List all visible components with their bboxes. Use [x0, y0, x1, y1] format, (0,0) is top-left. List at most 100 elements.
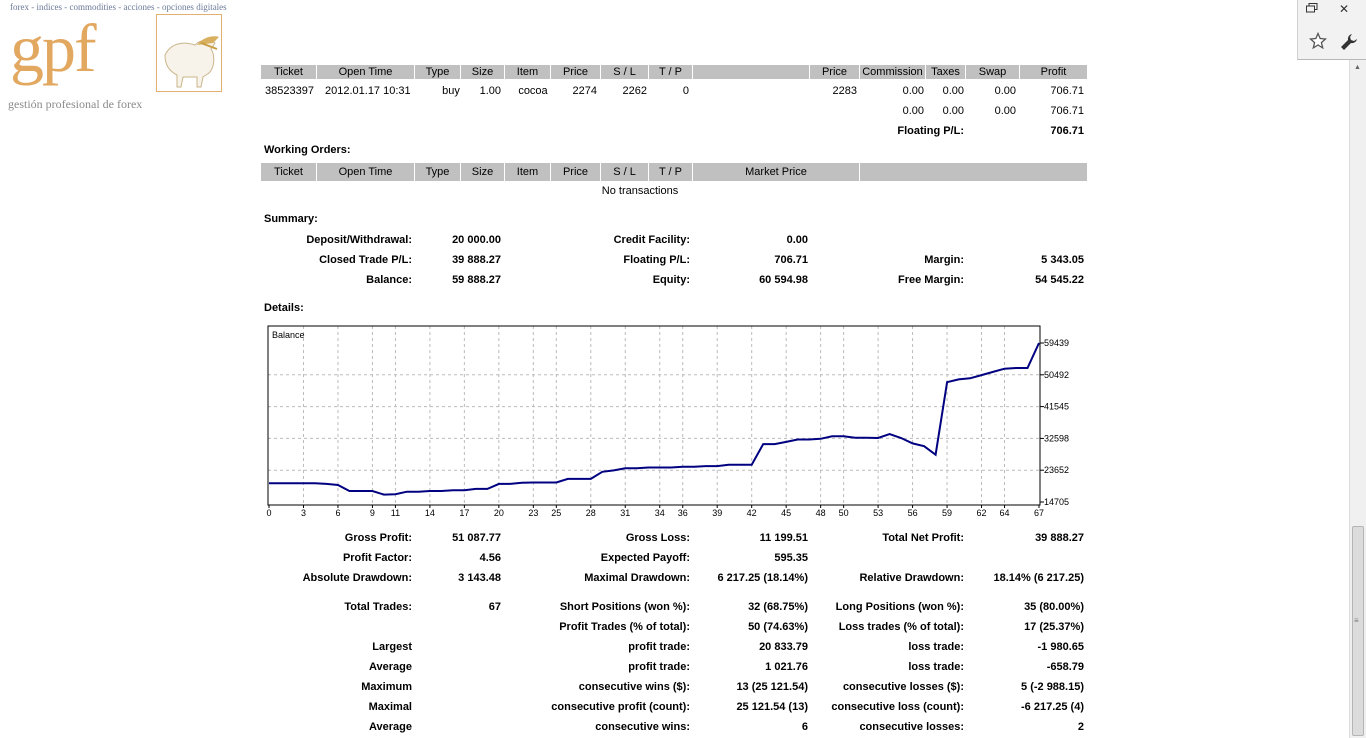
- consecutive-losses-label: consecutive losses ($):: [842, 681, 964, 693]
- profit-factor-value: 4.56: [479, 552, 501, 564]
- credit-label: Credit Facility:: [613, 234, 690, 246]
- logo-brand: gpf: [10, 10, 97, 86]
- chart-x-tick-label: 6: [335, 508, 340, 518]
- wo-col-tp: T / P: [649, 163, 693, 181]
- chart-x-tick-label: 3: [301, 508, 306, 518]
- consecutive-wins-value: 13 (25 121.54): [736, 681, 808, 693]
- col-blank: [693, 65, 810, 79]
- wo-col-item: Item: [505, 163, 551, 181]
- col-commission: Commission: [860, 65, 926, 79]
- chart-x-tick-label: 9: [370, 508, 375, 518]
- balance-series-line: [269, 342, 1040, 496]
- largest-loss-value: -1 980.65: [1037, 641, 1084, 653]
- equity-label: Equity:: [652, 274, 690, 286]
- maximum-label: Maximum: [361, 681, 412, 693]
- bookmark-star-icon[interactable]: [1308, 31, 1328, 55]
- col-taxes: Taxes: [926, 65, 966, 79]
- maximal-drawdown-label: Maximal Drawdown:: [584, 572, 690, 584]
- trade-profit: 706.71: [1050, 85, 1084, 97]
- col-type: Type: [415, 65, 461, 79]
- chart-x-tick-label: 39: [712, 508, 722, 518]
- maximal-label: Maximal: [368, 701, 412, 713]
- largest-label: Largest: [372, 641, 412, 653]
- close-window-button[interactable]: ✕: [1338, 2, 1350, 16]
- balance-label: Balance:: [366, 274, 412, 286]
- gross-profit-label: Gross Profit:: [344, 532, 412, 544]
- consecutive-loss-label: consecutive loss (count):: [831, 701, 964, 713]
- wo-col-type: Type: [415, 163, 461, 181]
- avg-consecutive-losses-label: consecutive losses:: [859, 721, 964, 733]
- long-positions-value: 35 (80.00%): [1024, 601, 1084, 613]
- absolute-drawdown-label: Absolute Drawdown:: [302, 572, 412, 584]
- chart-grid: [268, 326, 1040, 505]
- trade-type: buy: [442, 85, 460, 97]
- trade-swap: 0.00: [994, 85, 1016, 97]
- bull-logo-icon: [156, 14, 222, 92]
- balance-value: 59 888.27: [452, 274, 501, 286]
- chart-x-tick-label: 20: [494, 508, 504, 518]
- scroll-grip-icon: ≡: [1354, 616, 1359, 625]
- chart-y-tick-label: 32598: [1044, 433, 1069, 443]
- equity-value: 60 594.98: [759, 274, 808, 286]
- chart-x-tick-label: 50: [839, 508, 849, 518]
- total-net-profit-value: 39 888.27: [1035, 532, 1084, 544]
- wo-col-blank: [860, 163, 1087, 181]
- summary-title: Summary:: [264, 213, 318, 225]
- trade-price: 2274: [572, 85, 597, 97]
- avg-consecutive-losses-value: 2: [1077, 721, 1084, 733]
- summary-floating-label: Floating P/L:: [623, 254, 690, 266]
- scrollbar-thumb[interactable]: [1352, 526, 1364, 736]
- maximal-drawdown-value: 6 217.25 (18.14%): [717, 572, 808, 584]
- average-consecutive-label: Average: [368, 721, 412, 733]
- wo-col-open-time: Open Time: [317, 163, 415, 181]
- chart-x-tick-label: 17: [459, 508, 469, 518]
- profit-trades-label: Profit Trades (% of total):: [559, 621, 690, 633]
- largest-loss-label: loss trade:: [908, 641, 964, 653]
- consecutive-profit-label: consecutive profit (count):: [551, 701, 690, 713]
- chart-x-tick-label: 31: [620, 508, 630, 518]
- col-size: Size: [461, 65, 505, 79]
- deposit-label: Deposit/Withdrawal:: [306, 234, 412, 246]
- details-title: Details:: [264, 302, 304, 314]
- scroll-up-icon[interactable]: ▲: [1354, 64, 1361, 71]
- free-margin-value: 54 545.22: [1035, 274, 1084, 286]
- total-net-profit-label: Total Net Profit:: [882, 532, 964, 544]
- open-trades-header: Ticket Open Time Type Size Item Price S …: [261, 65, 1087, 79]
- chart-plot-frame: [267, 325, 1041, 506]
- summary-floating-value: 706.71: [774, 254, 808, 266]
- long-positions-label: Long Positions (won %):: [835, 601, 964, 613]
- chart-y-tick-label: 59439: [1044, 338, 1069, 348]
- floating-pl-value: 706.71: [1050, 125, 1084, 137]
- col-price: Price: [551, 65, 601, 79]
- wo-col-size: Size: [461, 163, 505, 181]
- wrench-icon[interactable]: [1339, 32, 1359, 57]
- short-positions-label: Short Positions (won %):: [559, 601, 690, 613]
- average-loss-value: -658.79: [1046, 661, 1084, 673]
- chart-x-tick-label: 36: [678, 508, 688, 518]
- col-ticket: Ticket: [261, 65, 317, 79]
- chart-x-tick-label: 53: [873, 508, 883, 518]
- chart-x-tick-label: 42: [747, 508, 757, 518]
- loss-trades-label: Loss trades (% of total):: [838, 621, 964, 633]
- restore-window-icon[interactable]: [1298, 0, 1326, 18]
- col-swap: Swap: [966, 65, 1020, 79]
- col-market-price: Price: [810, 65, 860, 79]
- trade-commission: 0.00: [902, 85, 924, 97]
- largest-profit-value: 20 833.79: [759, 641, 808, 653]
- avg-consecutive-wins-value: 6: [801, 721, 808, 733]
- profit-factor-label: Profit Factor:: [342, 552, 412, 564]
- deposit-value: 20 000.00: [452, 234, 501, 246]
- consecutive-wins-label: consecutive wins ($):: [578, 681, 690, 693]
- gross-profit-value: 51 087.77: [452, 532, 501, 544]
- chart-y-tick-label: 50492: [1044, 370, 1069, 380]
- trade-open-time: 2012.01.17 10:31: [325, 85, 411, 97]
- chart-x-tick-label: 48: [816, 508, 826, 518]
- col-tp: T / P: [649, 65, 693, 79]
- gpf-logo[interactable]: forex - indices - commodities - acciones…: [0, 0, 232, 114]
- page-scrollbar[interactable]: ▲ ≡: [1349, 60, 1366, 738]
- no-transactions-text: No transactions: [601, 185, 679, 197]
- gross-loss-value: 11 199.51: [759, 532, 808, 544]
- chart-y-ticks: 59439 50492 41545 32598 23652 14705: [1040, 338, 1069, 507]
- avg-consecutive-wins-label: consecutive wins:: [595, 721, 690, 733]
- chart-x-tick-label: 11: [391, 508, 400, 518]
